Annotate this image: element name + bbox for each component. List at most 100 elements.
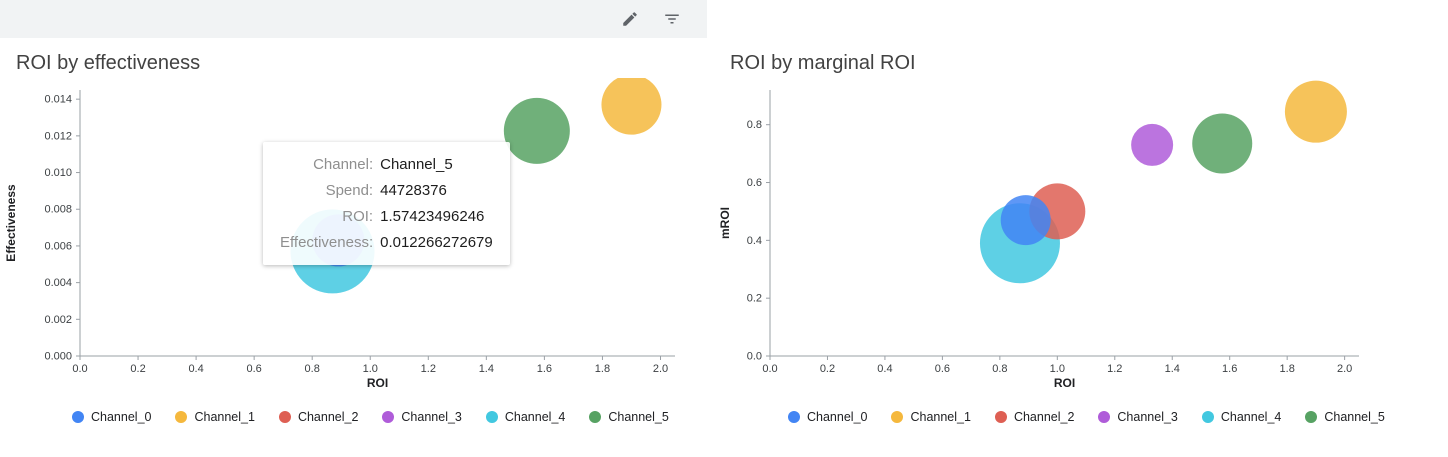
x-tick-label: 0.8: [992, 363, 1007, 375]
x-tick-label: 1.2: [421, 363, 436, 375]
x-tick-label: 0.4: [188, 363, 203, 375]
x-tick-label: 1.4: [1165, 363, 1180, 375]
y-tick-label: 0.4: [747, 235, 762, 247]
y-tick-label: 0.008: [44, 204, 72, 216]
filter-icon: [665, 14, 679, 24]
legend-label: Channel_1: [194, 410, 255, 424]
legend-item-channel_5[interactable]: Channel_5: [589, 410, 669, 424]
y-tick-label: 0.006: [44, 240, 72, 252]
x-tick-label: 0.4: [877, 363, 892, 375]
tooltip-label: Channel:: [313, 156, 374, 173]
legend-label: Channel_2: [1013, 410, 1075, 424]
chart-title-effectiveness: ROI by effectiveness: [16, 52, 201, 74]
edit-button[interactable]: [617, 6, 643, 32]
legend-dot: [1201, 411, 1214, 423]
legend-label: Channel_0: [807, 410, 868, 424]
panel-roi-by-marginal-roi: ROI by marginal ROI 0.0 0.2 0.4 0.6 0.8 1.0 1.…: [714, 38, 1441, 424]
filter-button[interactable]: [659, 6, 685, 32]
legend-item-channel_0[interactable]: Channel_0: [788, 410, 867, 424]
y-axis-title: Effectiveness: [4, 184, 18, 262]
chart-area-effectiveness: 0.0 0.2 0.4 0.6 0.8 1.0 1.2 1.4 1.6 1.8 2.0 0.000 0.…: [0, 78, 707, 408]
legend-label: Channel_0: [91, 410, 152, 424]
x-tick-label: 1.2: [1107, 363, 1122, 375]
chart-card-toolbar: [0, 0, 707, 38]
y-tick-label: 0.8: [747, 119, 762, 131]
x-tick-label: 1.0: [363, 363, 378, 375]
bubble-channel_1[interactable]: [601, 78, 662, 135]
bubble-channel_3[interactable]: [1131, 123, 1174, 166]
legend-item-channel_1[interactable]: Channel_1: [891, 410, 971, 424]
legend-label: Channel_5: [608, 410, 669, 424]
bubble-channel_1[interactable]: [1284, 80, 1347, 143]
chart-title-marginal-roi: ROI by marginal ROI: [730, 52, 916, 74]
legend-label: Channel_3: [401, 410, 462, 424]
x-tick-label: 1.0: [1050, 363, 1065, 375]
y-tick-label: 0.004: [44, 277, 72, 289]
legend-dot: [1098, 411, 1111, 423]
y-tick-label: 0.6: [747, 177, 762, 189]
legend-dot: [485, 411, 498, 423]
y-tick-label: 0.014: [44, 94, 72, 106]
y-tick-label: 0.012: [44, 130, 72, 142]
tooltip-value: 44728376: [380, 182, 447, 199]
x-tick-label: 1.4: [479, 363, 494, 375]
tooltip-value: 0.012266272679: [380, 234, 493, 251]
bubble-channel_5[interactable]: [1192, 113, 1253, 174]
x-tick-label: 0.6: [246, 363, 261, 375]
legend-label: Channel_3: [1117, 410, 1178, 424]
legend-dot: [382, 411, 395, 423]
legend-dot: [891, 411, 904, 423]
legend-item-channel_2[interactable]: Channel_2: [994, 410, 1075, 424]
legend-item-channel_2[interactable]: Channel_2: [278, 410, 358, 424]
legend-label: Channel_4: [1220, 410, 1282, 424]
y-tick-label: 0.010: [44, 167, 72, 179]
legend-dot: [175, 411, 188, 423]
x-tick-label: 1.6: [537, 363, 552, 375]
x-tick-label: 0.6: [935, 363, 950, 375]
legend-dot: [1305, 411, 1318, 423]
x-tick-label: 0.8: [305, 363, 320, 375]
panel-roi-by-effectiveness: ROI by effectiveness 0.0 0.2 0.4 0.6 0.8 1.0 1…: [0, 38, 707, 424]
tooltip-value: Channel_5: [380, 156, 453, 173]
legend-item-channel_3[interactable]: Channel_3: [382, 410, 462, 424]
chart-area-marginal-roi: 0.0 0.2 0.4 0.6 0.8 1.0 1.2 1.4 1.6 1.8 2.0 0.0 0.2 0…: [714, 78, 1441, 408]
y-tick-label: 0.0: [747, 351, 762, 363]
x-tick-label: 1.8: [595, 363, 610, 375]
legend-item-channel_0[interactable]: Channel_0: [72, 410, 151, 424]
tooltip-value: 1.57423496246: [380, 208, 485, 225]
legend-dot: [278, 411, 291, 423]
legend-item-channel_4[interactable]: Channel_4: [1201, 410, 1282, 424]
x-axis-title: ROI: [1054, 376, 1075, 390]
tooltip-label: ROI:: [342, 208, 374, 225]
x-tick-label: 2.0: [1337, 363, 1352, 375]
edit-icon: [623, 12, 637, 26]
legend-dot: [589, 411, 602, 423]
legend-dot: [72, 411, 84, 423]
legend-item-channel_5[interactable]: Channel_5: [1305, 410, 1385, 424]
legend-item-channel_4[interactable]: Channel_4: [485, 410, 566, 424]
x-tick-label: 2.0: [653, 363, 668, 375]
tooltip-label: Effectiveness:: [280, 234, 374, 251]
legend-item-channel_1[interactable]: Channel_1: [175, 410, 255, 424]
x-tick-label: 1.8: [1280, 363, 1295, 375]
legend-label: Channel_1: [910, 410, 971, 424]
roi-by-marginal-roi-chart[interactable]: 0.0 0.2 0.4 0.6 0.8 1.0 1.2 1.4 1.6 1.8 2.0 0.0 0.2 0…: [714, 78, 1414, 408]
charts-row: ROI by effectiveness 0.0 0.2 0.4 0.6 0.8 1.0 1…: [0, 38, 1441, 424]
x-tick-label: 0.2: [130, 363, 145, 375]
legend-dot: [788, 411, 800, 423]
y-axis-title: mROI: [718, 207, 732, 239]
bubble-channel_0[interactable]: [1000, 195, 1051, 246]
x-axis-title: ROI: [367, 376, 388, 390]
x-tick-label: 0.2: [820, 363, 835, 375]
legend-label: Channel_5: [1324, 410, 1385, 424]
tooltip-label: Spend:: [325, 182, 374, 199]
bubble-channel_5[interactable]: [503, 97, 570, 164]
legend-dot: [994, 411, 1007, 423]
x-tick-label: 1.6: [1222, 363, 1237, 375]
legend-item-channel_3[interactable]: Channel_3: [1098, 410, 1178, 424]
y-tick-label: 0.000: [44, 351, 72, 363]
y-tick-label: 0.002: [44, 314, 72, 326]
legend-label: Channel_4: [504, 410, 566, 424]
x-tick-label: 0.0: [762, 363, 777, 375]
